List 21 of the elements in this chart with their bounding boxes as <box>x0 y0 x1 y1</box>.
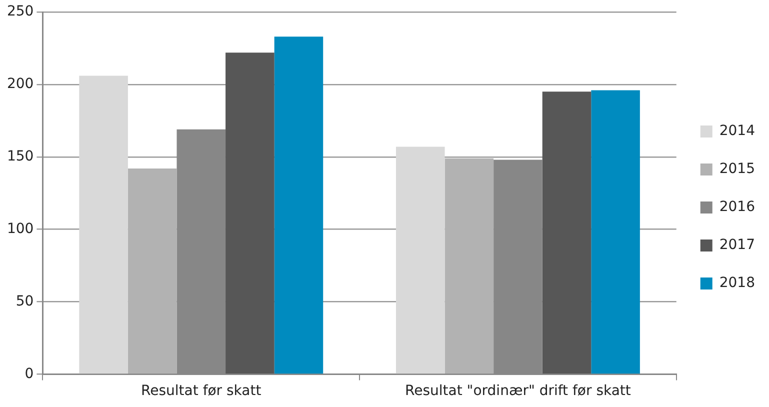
bar <box>542 92 592 374</box>
legend-label: 2017 <box>719 237 756 254</box>
bar <box>591 90 640 374</box>
legend-label: 2018 <box>719 275 756 292</box>
bar <box>128 168 177 374</box>
bar <box>444 158 494 374</box>
bar <box>396 146 445 374</box>
bar <box>274 36 324 374</box>
bar <box>226 52 274 374</box>
y-tick-label: 200 <box>6 76 34 92</box>
y-tick-label: 100 <box>6 220 34 237</box>
legend-label: 2014 <box>719 123 756 140</box>
y-tick-label: 150 <box>6 148 34 165</box>
y-tick-label: 0 <box>24 366 34 382</box>
legend-label: 2015 <box>719 161 756 178</box>
legend-label: 2016 <box>719 199 756 216</box>
x-tick-label: Resultat før skatt <box>141 383 262 400</box>
y-tick-label: 50 <box>16 293 34 310</box>
x-tick-label: Resultat "ordinær" drift før skatt <box>405 383 632 400</box>
bar <box>79 76 128 374</box>
y-tick-label: 250 <box>6 4 34 20</box>
